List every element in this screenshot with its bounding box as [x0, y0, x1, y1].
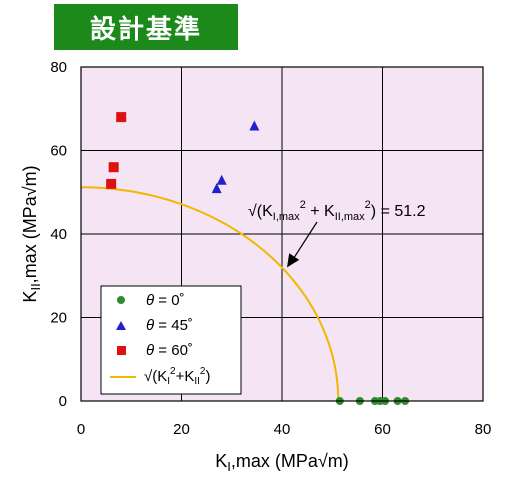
y-tick-labels: 0 20 40 60 80	[50, 59, 67, 410]
legend-marker-triangle	[116, 321, 126, 330]
x-tick-label: 0	[77, 421, 85, 438]
criterion-curve	[80, 186, 340, 402]
y-axis-label: KII,max (MPa√m)	[20, 165, 43, 302]
legend-label-theta-0: θ = 0˚	[146, 292, 185, 309]
y-tick-label: 80	[50, 59, 67, 76]
data-point-triangle	[211, 183, 222, 194]
legend: θ = 0˚ θ = 45˚ θ = 60˚ √(KI2+KII2)	[100, 285, 242, 395]
annotation-arrowhead	[287, 253, 300, 268]
legend-marker-square	[117, 346, 126, 355]
legend-label-theta-45: θ = 45˚	[146, 317, 193, 334]
x-tick-label: 60	[374, 421, 391, 438]
data-point-triangle	[249, 120, 260, 131]
x-tick-labels: 0 20 40 60 80	[77, 421, 492, 438]
criterion-curve-layer	[80, 186, 340, 402]
x-tick-label: 20	[173, 421, 190, 438]
y-tick-label: 60	[50, 143, 67, 160]
criterion-annotation: √(KI,max2 + KII,max2) = 51.2	[248, 199, 426, 268]
x-tick-label: 40	[274, 421, 291, 438]
data-point-square	[108, 162, 119, 173]
data-point-square	[116, 112, 127, 123]
annotation-leader-line	[290, 221, 318, 263]
x-tick-label: 80	[475, 421, 492, 438]
y-tick-label: 0	[59, 393, 67, 410]
y-tick-label: 20	[50, 310, 67, 327]
x-axis-label: KI,max (MPa√m)	[215, 451, 349, 474]
page-title: 設計基準	[54, 4, 238, 50]
legend-label-theta-60: θ = 60˚	[146, 342, 193, 359]
legend-label-criterion: √(KI2+KII2)	[144, 366, 210, 387]
data-point-square	[106, 178, 117, 189]
data-point-triangle	[216, 174, 227, 185]
legend-marker-circle	[117, 296, 125, 304]
y-tick-label: 40	[50, 226, 67, 243]
annotation-label: √(KI,max2 + KII,max2) = 51.2	[248, 199, 426, 223]
plot-frame	[80, 66, 484, 402]
